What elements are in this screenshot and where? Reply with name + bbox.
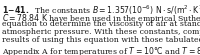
Text: equation to determine the viscosity of air at standard: equation to determine the viscosity of a… [2,20,200,28]
Text: atmospheric pressure. With these constants, compare the: atmospheric pressure. With these constan… [2,28,200,36]
Text: $\mathbf{1\!-\!41.}$  The constants $\mathit{B} = 1.357(10^{-6})\ \mathrm{N \cdo: $\mathbf{1\!-\!41.}$ The constants $\mat… [2,4,200,17]
Text: Appendix A for temperatures of $\mathit{T} = 10°\mathrm{C}$ and $\mathit{T} = 80: Appendix A for temperatures of $\mathit{… [2,45,200,55]
Text: results of using this equation with those tabulated in: results of using this equation with thos… [2,36,200,44]
Text: $\mathit{C} = 78.84\ \mathrm{K}$ have been used in the empirical Sutherland: $\mathit{C} = 78.84\ \mathrm{K}$ have be… [2,12,200,25]
